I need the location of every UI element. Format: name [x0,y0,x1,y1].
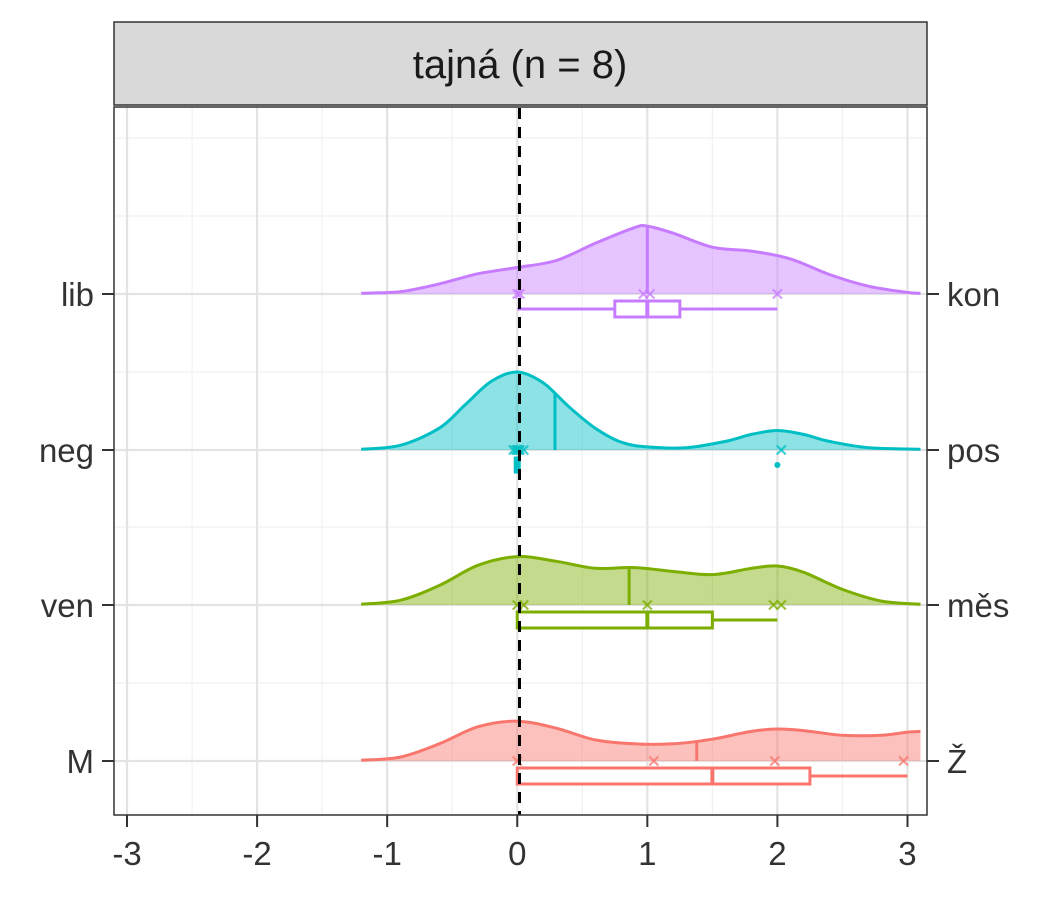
density-curve [361,719,921,762]
density-area [361,225,921,294]
x-tick-label: 1 [638,835,656,872]
y-label-right: Ž [947,743,967,780]
panel-title: tajná (n = 8) [413,43,628,87]
data-point [898,755,909,767]
density-area [361,371,921,450]
data-point [776,444,787,456]
x-tick-label: 2 [768,835,786,872]
density-curve [361,555,921,606]
panel-border [113,106,928,816]
y-label-left: neg [39,432,94,469]
box [515,610,714,630]
data-point [769,755,781,767]
data-point [511,288,523,300]
data-point [514,288,526,300]
data-point [648,755,660,767]
x-tick-label: -3 [112,835,141,872]
strip-background [113,21,928,106]
ridge-ven [361,555,921,630]
x-tick-label: 0 [508,835,526,872]
x-tick-label: 3 [898,835,916,872]
data-point [768,599,779,611]
density-area [361,556,921,605]
y-label-left: lib [61,276,94,313]
y-label-right: kon [947,276,1000,313]
density-curve [361,370,921,451]
data-point [644,288,656,300]
density-area [361,721,921,761]
ridge-layer [361,223,921,786]
x-tick-label: -2 [242,835,271,872]
y-label-right: pos [947,432,1000,469]
ridge-neg [361,370,921,474]
outlier-point [774,462,781,468]
data-point [776,599,787,611]
y-label-right: měs [947,587,1009,624]
box [515,766,812,786]
x-tick-label: -1 [372,835,401,872]
density-curve [361,223,921,295]
y-label-left: ven [41,587,94,624]
ridge-lib [361,223,921,319]
ridge-M [361,719,921,786]
y-label-left: M [67,743,95,780]
axis-layer: lib kon neg pos ven měs M Ž -3 -2 -1 0 1 2 3 [39,276,1009,872]
data-point [642,599,653,611]
data-point [772,288,783,300]
box [513,456,521,474]
